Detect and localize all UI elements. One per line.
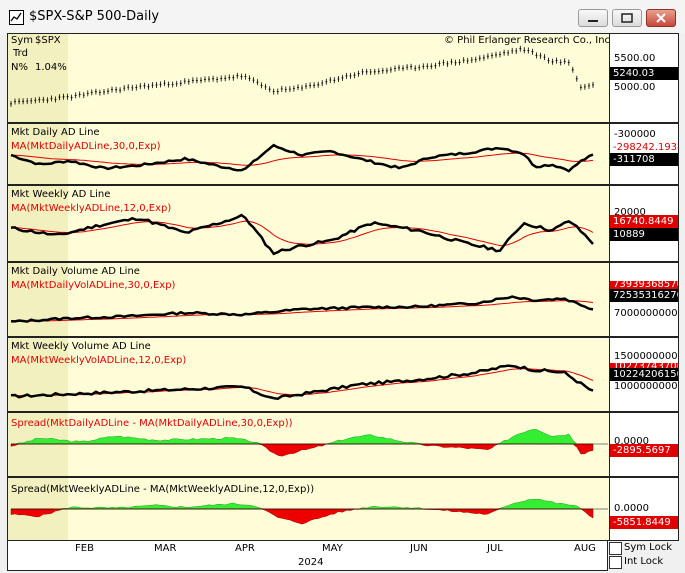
axis-label: 0.0000: [614, 503, 649, 514]
spread-negative-area: [10, 443, 594, 457]
value-box: -5851.8449: [610, 516, 678, 529]
month-label: APR: [235, 543, 255, 554]
int-lock-box[interactable]: [609, 556, 622, 569]
daily-vol-ad-y-axis: 73939368570 72535316270 70000000000: [609, 263, 678, 336]
ad-series-line: [10, 213, 594, 256]
panel-subtitle: MA(MktWeeklyVolADLine,12,0,Exp): [11, 355, 187, 366]
chart-area[interactable]: Sym $SPX Trd N% 1.04% © Phil Erlanger Re…: [7, 33, 679, 541]
month-label: JUN: [410, 543, 428, 554]
axis-label: 5500.00: [614, 53, 656, 64]
axis-label: -300000: [614, 129, 656, 140]
value-box: 10273743706: [610, 363, 678, 368]
minimize-button[interactable]: [578, 9, 608, 27]
trd-label: Trd: [13, 48, 28, 59]
axis-label: 10000000000: [614, 381, 679, 392]
panel-title: Mkt Daily AD Line: [11, 127, 100, 138]
daily-vol-ad-chart-svg: [10, 295, 594, 323]
spread-daily-y-axis: 0.0000 -2895.5697: [609, 413, 678, 476]
date-axis: FEB MAR APR MAY JUN JUL AUG 2024: [7, 541, 608, 571]
close-icon: [656, 13, 666, 23]
sym-value: $SPX: [35, 35, 61, 46]
weekly-ad-y-axis: 20000 16740.8449 10889: [609, 186, 678, 261]
month-label: JUL: [487, 543, 503, 554]
spread-weekly-y-axis: 0.0000 -5851.8449: [609, 478, 678, 540]
int-lock-label: Int Lock: [624, 556, 664, 567]
restore-button[interactable]: [612, 9, 642, 27]
month-label: MAY: [322, 543, 343, 554]
value-box: -311708: [610, 153, 678, 166]
panel-title: Mkt Weekly Volume AD Line: [11, 341, 151, 352]
month-label: MAR: [154, 543, 177, 554]
ma-series-line: [10, 152, 594, 166]
weekly-vol-ad-chart-svg: [10, 364, 594, 401]
axis-label: 20000: [614, 208, 646, 215]
price-y-axis: 5500.00 5000.00 5240.03: [609, 34, 678, 122]
app-chart-icon: [9, 10, 24, 25]
panel-title: Mkt Daily Volume AD Line: [11, 266, 140, 277]
copyright-text: © Phil Erlanger Research Co., Inc.: [444, 35, 614, 46]
value-box: 73939368570: [610, 281, 678, 289]
spread-weekly-chart-svg: [10, 498, 608, 525]
panel-subtitle: MA(MktWeeklyADLine,12,0,Exp): [11, 203, 172, 214]
value-box: -298242.1938: [610, 143, 678, 152]
value-box: 5240.03: [610, 67, 678, 80]
value-box: 10889: [610, 228, 678, 241]
sym-lock-label: Sym Lock: [624, 542, 672, 553]
weekly-ad-chart-svg: [10, 213, 594, 256]
n-value: 1.04%: [35, 62, 67, 73]
window-title: $SPX-S&P 500-Daily: [29, 9, 160, 24]
spread-weekly-panel[interactable]: Spread(MktWeeklyADLine - MA(MktWeeklyADL…: [7, 477, 679, 541]
weekly-vol-ad-panel[interactable]: Mkt Weekly Volume AD Line MA(MktWeeklyVo…: [7, 337, 679, 412]
daily-vol-ad-panel[interactable]: Mkt Daily Volume AD Line MA(MktDailyVolA…: [7, 262, 679, 337]
n-label: N%: [11, 62, 28, 73]
month-label: AUG: [574, 543, 596, 554]
month-label: FEB: [75, 543, 94, 554]
weekly-vol-ad-y-axis: 15000000000 10273743706 10224206150 1000…: [609, 338, 678, 411]
int-lock-checkbox[interactable]: Int Lock: [609, 556, 684, 569]
sym-lock-box[interactable]: [609, 542, 622, 555]
value-box: 16740.8449: [610, 215, 678, 228]
close-button[interactable]: [646, 9, 676, 27]
sym-lock-checkbox[interactable]: Sym Lock: [609, 542, 684, 555]
value-box: 72535316270: [610, 289, 678, 302]
price-bars: [10, 45, 594, 107]
spread-daily-chart-svg: [10, 429, 608, 457]
panel-subtitle: MA(MktDailyVolADLine,30,0,Exp): [11, 280, 176, 291]
spread-negative-area: [10, 508, 594, 525]
axis-label: 0.0000: [614, 436, 649, 444]
spread-positive-area: [11, 498, 593, 510]
daily-ad-panel[interactable]: Mkt Daily AD Line MA(MktDailyADLine,30,0…: [7, 123, 679, 185]
spread-daily-panel[interactable]: Spread(MktDailyADLine - MA(MktDailyADLin…: [7, 412, 679, 477]
panel-subtitle: MA(MktDailyADLine,30,0,Exp): [11, 141, 161, 152]
restore-icon: [621, 13, 633, 23]
weekly-ad-panel[interactable]: Mkt Weekly AD Line MA(MktWeeklyADLine,12…: [7, 185, 679, 262]
ad-series-line: [10, 295, 594, 323]
ad-series-line: [10, 143, 594, 173]
panel-title: Mkt Weekly AD Line: [11, 189, 111, 200]
spread-positive-area: [11, 429, 593, 445]
price-chart-svg: [10, 45, 594, 107]
year-label: 2024: [298, 557, 324, 568]
ad-series-line: [10, 364, 594, 401]
value-box: -2895.5697: [610, 444, 678, 457]
panel-title: Spread(MktDailyADLine - MA(MktDailyADLin…: [11, 418, 293, 429]
axis-label: 70000000000: [614, 308, 679, 319]
ma-series-line: [10, 220, 594, 247]
sym-label: Sym: [11, 35, 34, 46]
panel-title: Spread(MktWeeklyADLine - MA(MktWeeklyADL…: [11, 484, 315, 495]
axis-label: 15000000000: [614, 351, 679, 362]
daily-ad-y-axis: -300000 -298242.1938 -311708: [609, 124, 678, 184]
title-bar: $SPX-S&P 500-Daily: [0, 0, 685, 33]
value-box: 10224206150: [610, 368, 678, 381]
minimize-icon: [588, 20, 598, 22]
axis-label: 5000.00: [614, 82, 656, 93]
daily-ad-chart-svg: [10, 143, 594, 173]
price-panel[interactable]: Sym $SPX Trd N% 1.04% © Phil Erlanger Re…: [7, 33, 679, 123]
